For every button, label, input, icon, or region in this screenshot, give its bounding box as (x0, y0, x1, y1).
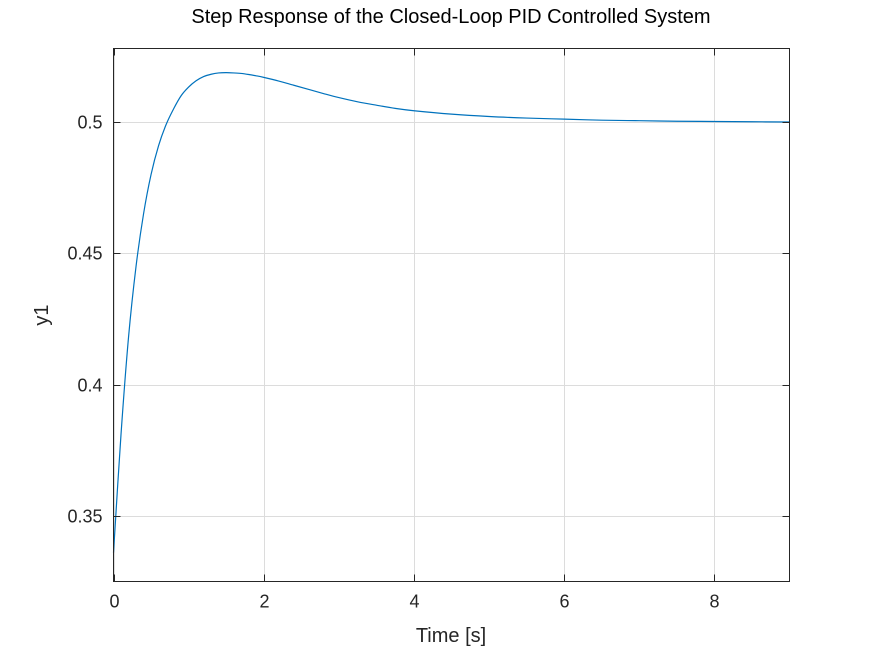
y-axis-label: y1 (31, 304, 53, 325)
x-tick-label: 8 (709, 592, 719, 612)
x-tick-labels: 0 2 4 6 8 (109, 592, 719, 612)
x-tick-label: 6 (559, 592, 569, 612)
ticks (113, 48, 790, 582)
x-tick-label: 0 (109, 592, 119, 612)
y-tick-label: 0.35 (67, 507, 102, 527)
y-tick-label: 0.45 (67, 244, 102, 264)
grid (113, 48, 790, 582)
x-tick-label: 2 (259, 592, 269, 612)
chart-title: Step Response of the Closed-Loop PID Con… (191, 6, 710, 28)
series-line-y1 (112, 72, 790, 553)
y-tick-labels: 0.35 0.4 0.45 0.5 (67, 113, 102, 527)
x-tick-label: 4 (409, 592, 419, 612)
y-tick-label: 0.4 (77, 376, 102, 396)
y-tick-label: 0.5 (77, 113, 102, 133)
x-axis-label: Time [s] (416, 625, 486, 647)
plot-area-frame (113, 48, 790, 582)
